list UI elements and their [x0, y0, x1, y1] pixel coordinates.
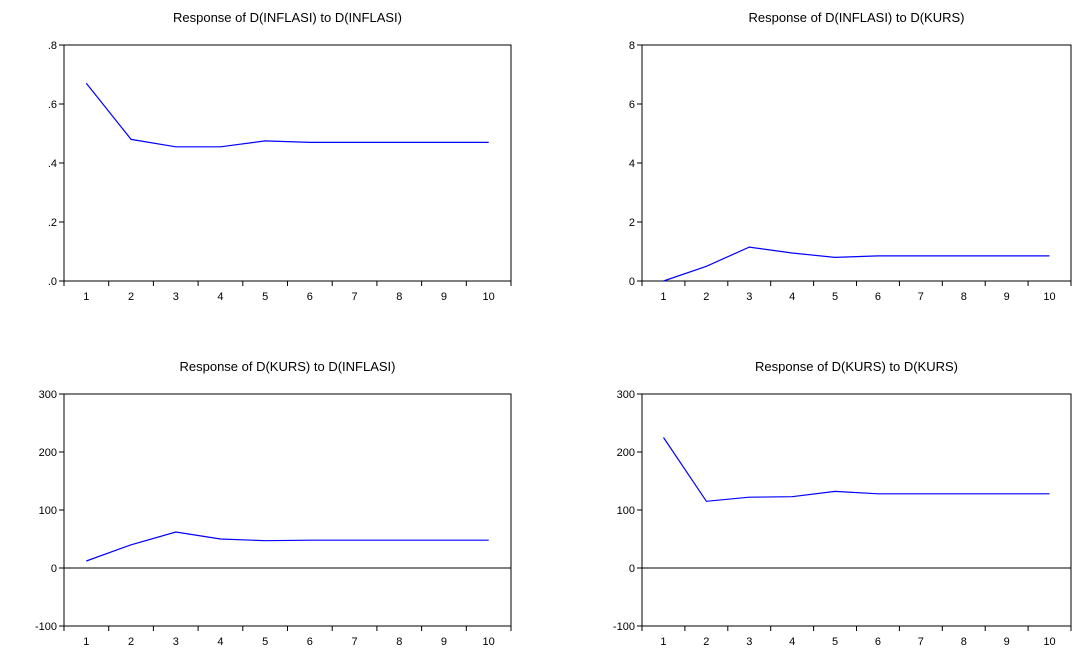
x-tick-label: 3	[173, 636, 179, 648]
x-tick-label: 3	[746, 636, 752, 648]
y-tick-label: 100	[39, 505, 57, 517]
y-tick-label: -100	[613, 621, 635, 633]
chart-title: Response of D(KURS) to D(INFLASI)	[179, 359, 395, 374]
y-tick-label: 200	[39, 447, 57, 459]
x-tick-label: 1	[83, 291, 89, 303]
x-tick-label: 8	[961, 291, 967, 303]
y-tick-label: .0	[48, 276, 57, 288]
x-tick-label: 8	[396, 291, 402, 303]
x-tick-label: 6	[307, 636, 313, 648]
x-tick-label: 2	[703, 291, 709, 303]
chart-panel-4: Response of D(KURS) to D(KURS) -100 0 100 20…	[613, 359, 1072, 648]
x-tick-label: 1	[660, 636, 666, 648]
x-tick-label: 9	[441, 636, 447, 648]
x-tick-label: 9	[1004, 636, 1010, 648]
y-tick-label: 0	[51, 563, 57, 575]
chart-panel-3: Response of D(KURS) to D(INFLASI) -100 0 10…	[35, 359, 512, 648]
y-tick-label: 8	[629, 40, 635, 52]
y-tick-label: .2	[48, 217, 57, 229]
x-tick-label: 5	[262, 291, 268, 303]
x-tick-label: 2	[128, 291, 134, 303]
x-tick-label: 2	[128, 636, 134, 648]
chart-panel-2: Response of D(INFLASI) to D(KURS) 0 2 4 6 8 1 2…	[629, 10, 1072, 303]
x-tick-label: 6	[875, 291, 881, 303]
x-tick-label: 10	[1043, 636, 1055, 648]
x-tick-label: 7	[918, 636, 924, 648]
x-tick-label: 4	[789, 291, 795, 303]
x-tick-label: 7	[918, 291, 924, 303]
x-tick-label: 9	[1004, 291, 1010, 303]
y-tick-label: 200	[617, 447, 635, 459]
x-tick-label: 3	[173, 291, 179, 303]
x-tick-label: 3	[746, 291, 752, 303]
plot-frame	[641, 44, 1072, 282]
x-tick-label: 1	[660, 291, 666, 303]
x-tick-label: 4	[217, 291, 223, 303]
x-tick-label: 5	[832, 291, 838, 303]
x-tick-label: 5	[832, 636, 838, 648]
x-tick-label: 10	[483, 636, 495, 648]
series-line	[85, 82, 489, 148]
x-tick-label: 8	[396, 636, 402, 648]
y-tick-label: .8	[48, 40, 57, 52]
y-tick-label: 2	[629, 217, 635, 229]
y-tick-label: .4	[48, 158, 57, 170]
chart-panel-1: Response of D(INFLASI) to D(INFLASI) .0 .2…	[48, 10, 512, 303]
x-tick-label: 7	[351, 291, 357, 303]
plot-frame	[63, 44, 512, 282]
x-tick-label: 6	[875, 636, 881, 648]
y-tick-label: 4	[629, 158, 635, 170]
x-tick-label: 9	[441, 291, 447, 303]
series-line	[86, 531, 489, 562]
x-tick-label: 10	[483, 291, 495, 303]
chart-title: Response of D(KURS) to D(KURS)	[755, 359, 958, 374]
y-tick-label: 300	[39, 389, 57, 401]
x-tick-label: 5	[262, 636, 268, 648]
y-tick-label: 300	[617, 389, 635, 401]
y-tick-label: 6	[629, 99, 635, 111]
x-tick-label: 6	[307, 291, 313, 303]
plot-frame	[641, 393, 1072, 627]
x-tick-label: 4	[217, 636, 223, 648]
series-line	[663, 246, 1050, 282]
x-tick-label: 8	[961, 636, 967, 648]
chart-title: Response of D(INFLASI) to D(INFLASI)	[173, 10, 402, 25]
x-tick-label: 1	[83, 636, 89, 648]
chart-title: Response of D(INFLASI) to D(KURS)	[748, 10, 964, 25]
series-line	[663, 437, 1050, 502]
x-tick-label: 7	[351, 636, 357, 648]
x-tick-label: 2	[703, 636, 709, 648]
y-tick-label: 0	[629, 563, 635, 575]
plot-frame	[63, 393, 512, 627]
y-tick-label: .6	[48, 99, 57, 111]
x-tick-label: 10	[1043, 291, 1055, 303]
y-tick-label: -100	[35, 621, 57, 633]
y-tick-label: 100	[617, 505, 635, 517]
y-tick-label: 0	[629, 276, 635, 288]
x-tick-label: 4	[789, 636, 795, 648]
